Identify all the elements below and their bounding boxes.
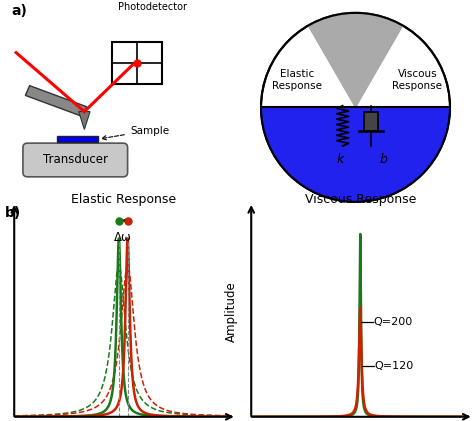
Text: Viscous
Response: Viscous Response xyxy=(392,69,442,91)
Title: Elastic Response: Elastic Response xyxy=(71,193,176,206)
Bar xyxy=(364,112,378,131)
Bar xyxy=(112,42,162,84)
Text: Amplitude: Amplitude xyxy=(0,281,1,342)
Polygon shape xyxy=(79,112,90,129)
Bar xyxy=(57,136,98,142)
Circle shape xyxy=(261,13,450,202)
Polygon shape xyxy=(261,107,450,202)
Title: Viscous Response: Viscous Response xyxy=(305,193,416,206)
Text: Q=200: Q=200 xyxy=(374,317,413,327)
Text: Q=120: Q=120 xyxy=(374,360,414,370)
Text: k: k xyxy=(337,153,344,166)
Text: Sample: Sample xyxy=(102,125,169,140)
Polygon shape xyxy=(308,13,403,107)
Text: b): b) xyxy=(5,206,21,220)
Text: Amplitude: Amplitude xyxy=(225,281,238,342)
Text: Transducer: Transducer xyxy=(43,154,108,166)
Text: b: b xyxy=(380,153,388,166)
Text: a): a) xyxy=(11,4,27,18)
Text: Photodetector: Photodetector xyxy=(118,2,187,12)
Text: Elastic
Response: Elastic Response xyxy=(272,69,322,91)
FancyBboxPatch shape xyxy=(23,143,128,177)
Text: Δω: Δω xyxy=(114,231,132,244)
Polygon shape xyxy=(26,85,86,117)
